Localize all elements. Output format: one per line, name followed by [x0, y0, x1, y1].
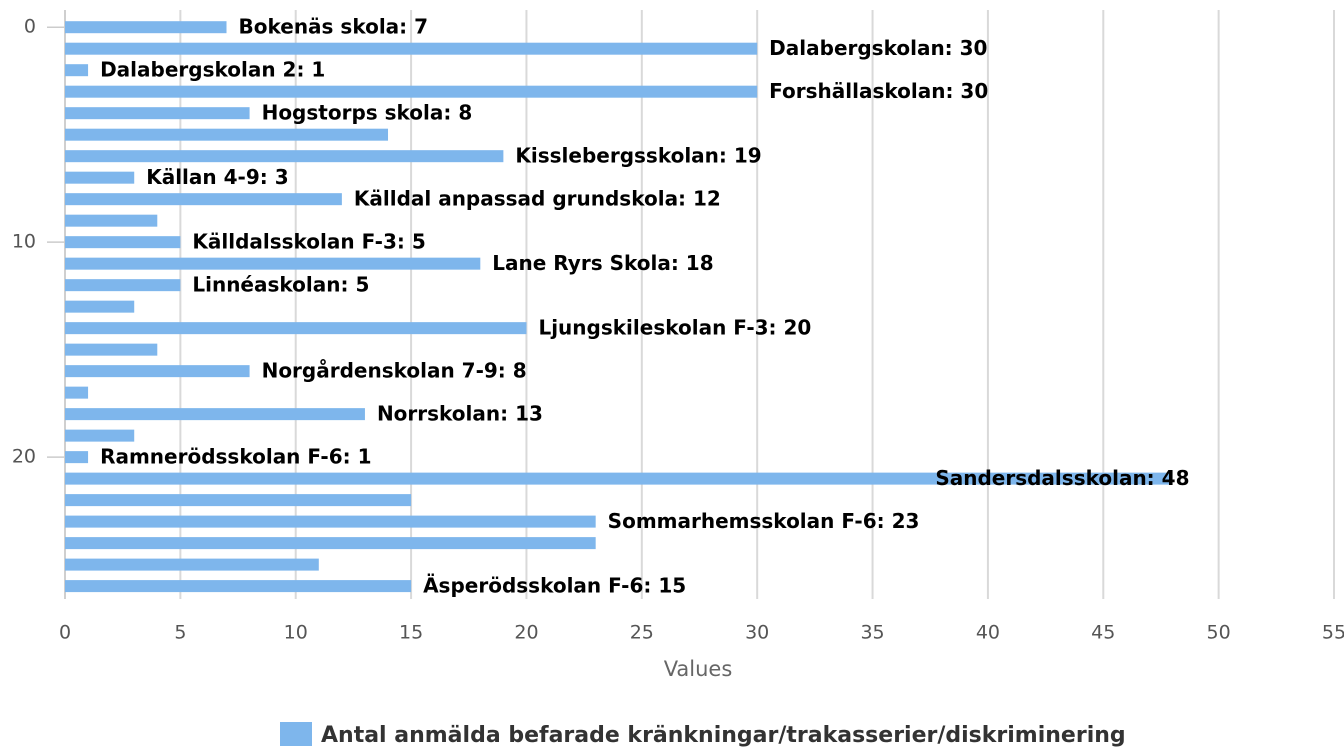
bar	[65, 150, 504, 163]
bar	[65, 107, 250, 120]
data-label: Norrskolan: 13	[377, 402, 543, 426]
legend-label: Antal anmälda befarade kränkningar/traka…	[321, 723, 1126, 748]
data-label: Sommarhemsskolan F-6: 23	[608, 509, 920, 533]
bar	[65, 21, 227, 34]
x-tick-label: 0	[59, 622, 71, 644]
bar	[65, 365, 250, 378]
bar	[65, 386, 89, 399]
y-tick-label: 10	[12, 231, 36, 253]
data-label: Hogstorps skola: 8	[262, 101, 473, 125]
data-label: Dalabergskolan 2: 1	[100, 58, 325, 82]
bar	[65, 558, 319, 571]
x-tick-label: 20	[514, 622, 538, 644]
data-label: Källan 4-9: 3	[146, 165, 288, 189]
bar	[65, 300, 135, 313]
bar	[65, 343, 158, 356]
data-label: Lane Ryrs Skola: 18	[492, 251, 713, 275]
y-tick-label: 20	[12, 446, 36, 468]
bar	[65, 451, 89, 464]
data-label: Ramnerödsskolan F-6: 1	[100, 445, 371, 469]
data-label: Norgårdenskolan 7-9: 8	[262, 359, 527, 383]
data-label: Äsperödsskolan F-6: 15	[423, 574, 686, 598]
x-tick-label: 45	[1091, 622, 1115, 644]
x-tick-label: 55	[1322, 622, 1344, 644]
x-tick-label: 30	[745, 622, 769, 644]
x-tick-label: 5	[174, 622, 186, 644]
data-label: Kisslebergsskolan: 19	[515, 144, 761, 168]
bar	[65, 537, 596, 550]
legend-swatch	[280, 722, 312, 746]
x-tick-label: 15	[399, 622, 423, 644]
bar	[65, 580, 412, 593]
bar	[65, 128, 389, 141]
bar	[65, 236, 181, 249]
bar	[65, 85, 758, 98]
data-label: Sandersdalsskolan: 48	[935, 466, 1189, 490]
bar	[65, 42, 758, 55]
x-tick-label: 35	[860, 622, 884, 644]
data-label: Linnéaskolan: 5	[192, 273, 369, 297]
bar	[65, 193, 342, 206]
data-label: Bokenäs skola: 7	[239, 15, 429, 39]
bar	[65, 494, 412, 507]
x-tick-label: 25	[630, 622, 654, 644]
bar	[65, 257, 481, 270]
bar	[65, 515, 596, 528]
data-label: Dalabergskolan: 30	[769, 36, 987, 60]
bar	[65, 171, 135, 184]
data-label: Källdalsskolan F-3: 5	[192, 230, 425, 254]
data-label: Källdal anpassad grundskola: 12	[354, 187, 721, 211]
bar	[65, 279, 181, 292]
bar	[65, 408, 365, 421]
bar	[65, 429, 135, 442]
bar	[65, 472, 1173, 485]
bar	[65, 214, 158, 227]
x-axis-label: Values	[664, 657, 733, 681]
data-label: Forshällaskolan: 30	[769, 79, 988, 103]
bar	[65, 322, 527, 335]
data-label: Ljungskileskolan F-3: 20	[538, 316, 811, 340]
bar	[65, 64, 89, 77]
x-tick-label: 10	[284, 622, 308, 644]
x-tick-label: 50	[1207, 622, 1231, 644]
y-tick-label: 0	[24, 16, 36, 38]
x-tick-label: 40	[976, 622, 1000, 644]
